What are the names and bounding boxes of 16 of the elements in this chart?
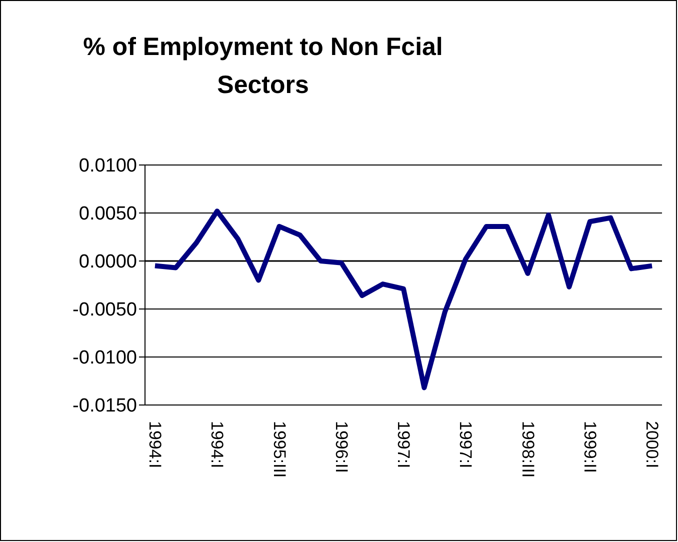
y-tick-label: 0.0050 [78, 204, 137, 225]
x-tick-label: 1995:III [270, 421, 289, 478]
x-tick-label: 1997:I [394, 421, 413, 468]
y-tick-label: -0.0050 [72, 300, 137, 321]
x-tick-label: 2000:I [642, 421, 662, 468]
y-tick-label: -0.0150 [72, 396, 137, 417]
x-tick-label: 1994:I [208, 421, 227, 468]
chart-title: % of Employment to Non Fcial Sectors [82, 32, 444, 101]
y-tick-label: 0.0000 [78, 252, 137, 273]
x-tick-label: 1994:I [146, 421, 164, 468]
y-tick-label: -0.0100 [72, 348, 137, 369]
x-tick-label: 1996:II [332, 421, 351, 473]
x-tick-label: 1999:II [580, 421, 600, 473]
y-tick-label: 0.0100 [78, 156, 137, 177]
x-tick-label: 1998:III [518, 421, 538, 478]
x-tick-label: 1997:I [456, 421, 476, 468]
